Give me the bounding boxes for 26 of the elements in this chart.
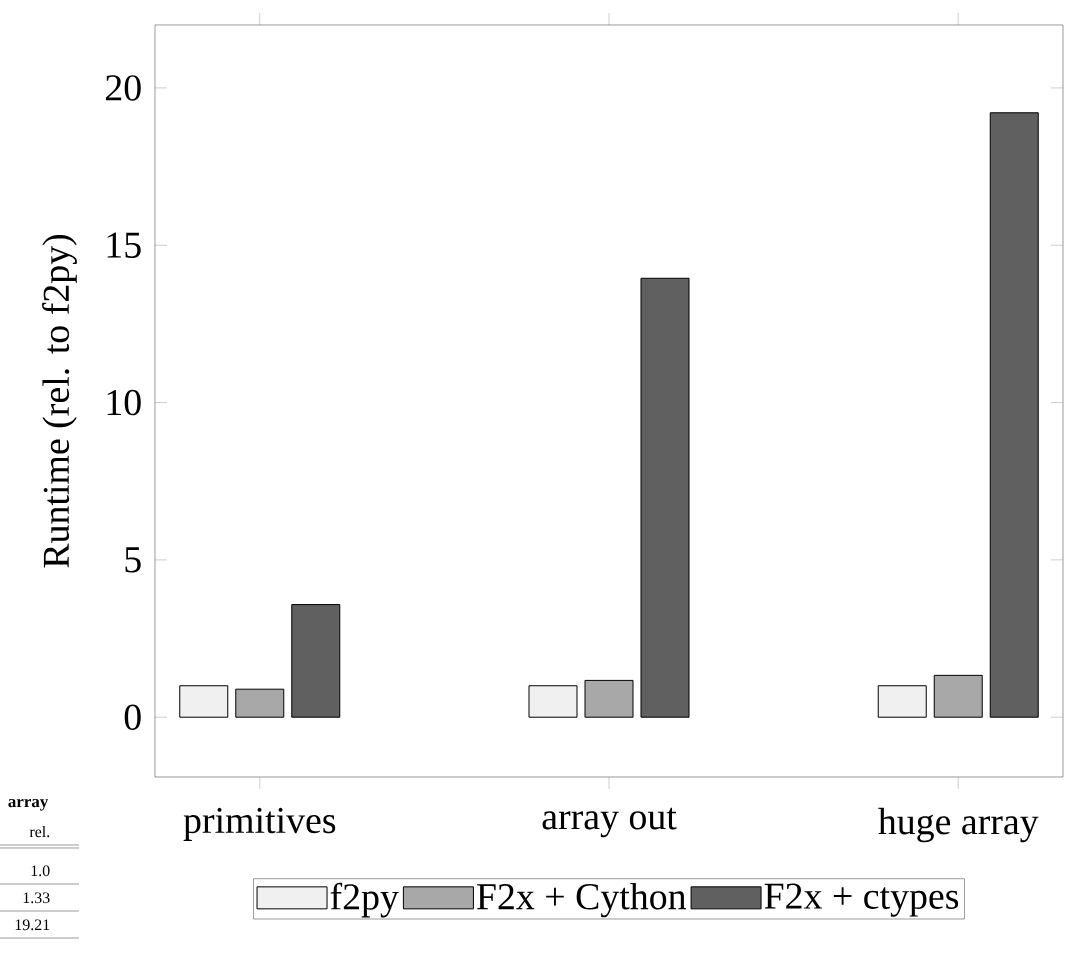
bar [235, 688, 285, 718]
bar [584, 679, 634, 718]
text: array [8, 798, 49, 811]
bar [640, 277, 690, 718]
x-tick-label: primitives [183, 807, 336, 841]
bar [989, 112, 1039, 718]
y-tick-label: 20 [105, 75, 141, 101]
bar [179, 685, 229, 718]
text: 1.0 [31, 865, 50, 877]
y-tick-label: 5 [125, 547, 141, 573]
bar [528, 685, 578, 718]
y-tick-label: 15 [107, 232, 141, 258]
legend-label: F2x + Cython [477, 882, 687, 918]
x-tick-label: array out [542, 807, 677, 838]
legend-label: F2x + ctypes [764, 883, 959, 917]
y-tick-label: 10 [107, 389, 141, 416]
y-axis-title: Runtime (rel. to f2py) [42, 234, 77, 568]
text: rel. [29, 825, 50, 838]
bar [877, 685, 927, 718]
bar [291, 604, 341, 718]
bar [933, 674, 983, 718]
y-tick-label: 0 [124, 704, 141, 730]
text: 19.21 [15, 919, 50, 931]
x-tick-label: huge array [878, 807, 1039, 843]
legend-label: f2py [330, 882, 399, 918]
text: 1.33 [23, 892, 50, 904]
